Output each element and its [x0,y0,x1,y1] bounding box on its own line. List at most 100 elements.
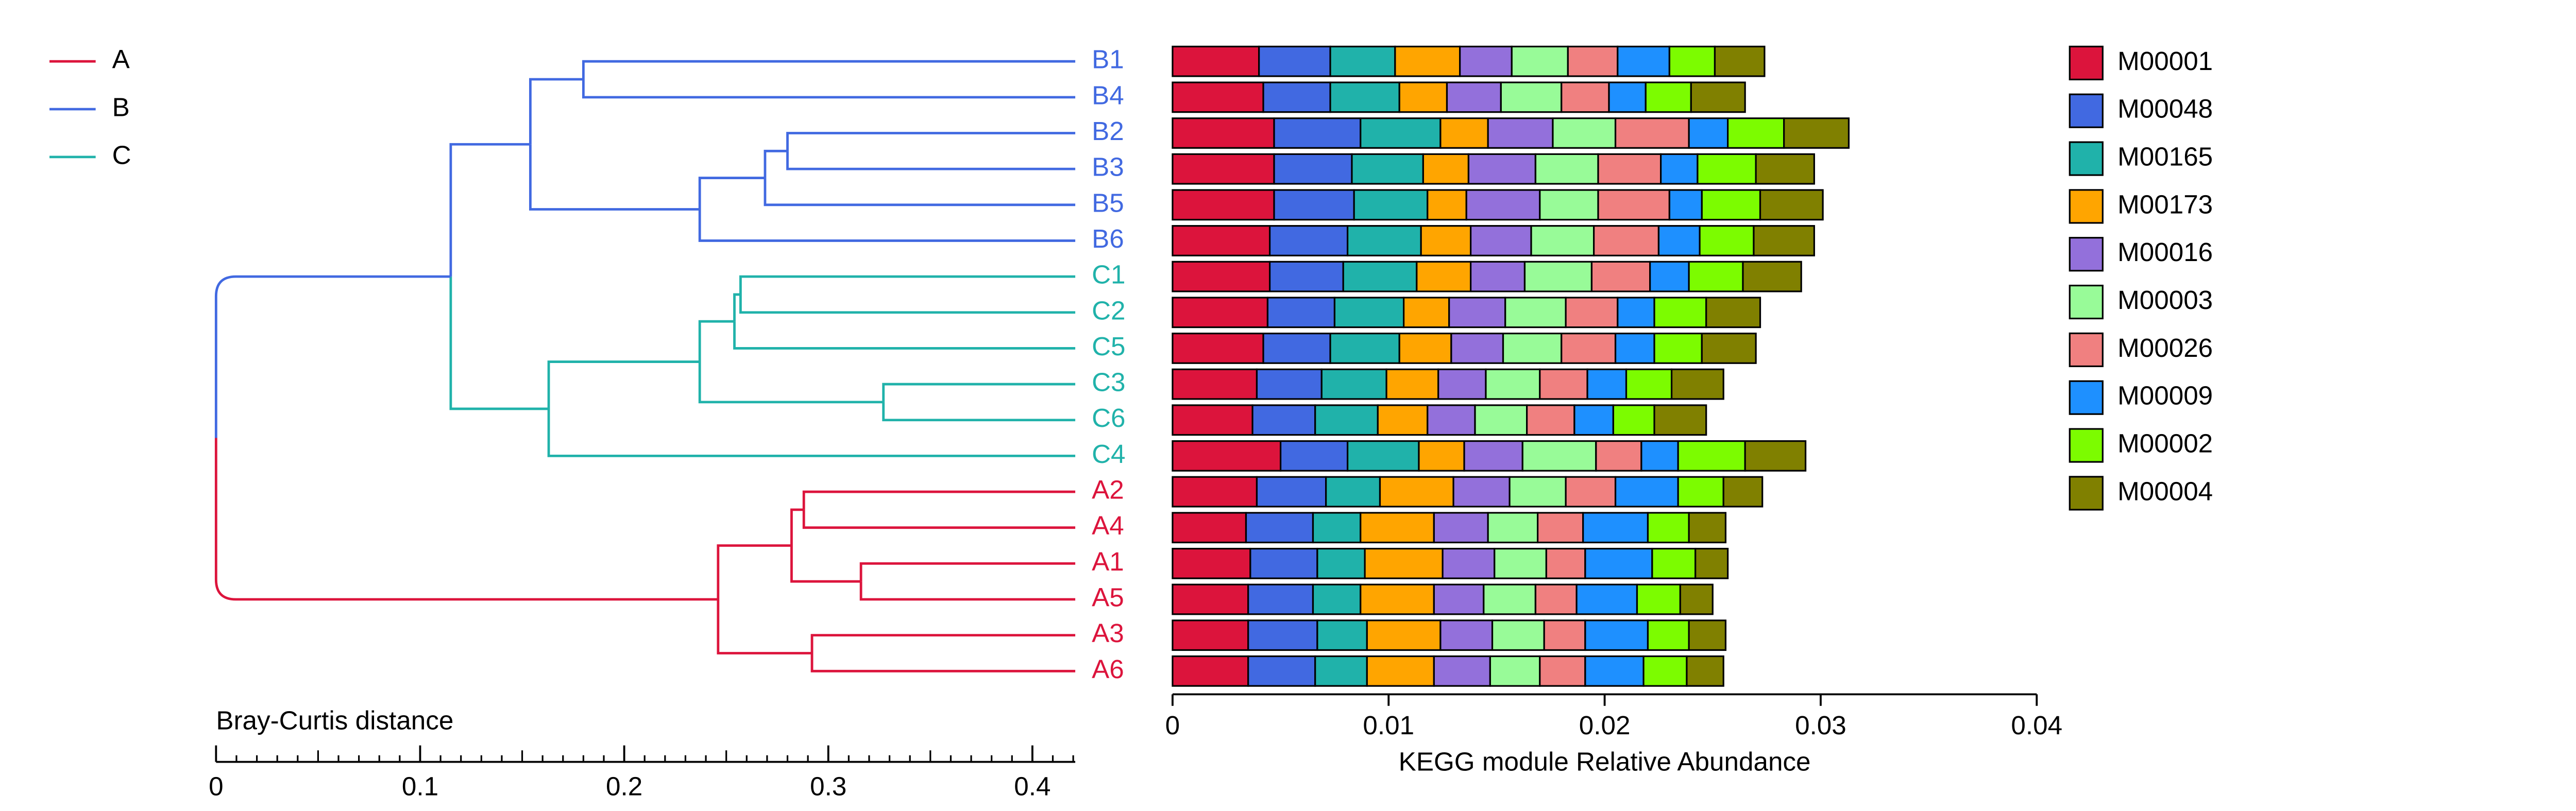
branch [859,562,1076,582]
branch [529,78,584,145]
bar-segment [1251,404,1316,436]
bar-segment [1172,476,1258,508]
bar-segment [1742,261,1802,292]
bar-segment [1597,189,1670,221]
bar-segment [1686,655,1724,687]
bar-segment [1446,81,1502,113]
branch [810,653,1076,672]
branch [739,294,1076,314]
bar-segment [1172,117,1275,149]
bar-segment [1467,153,1537,185]
bar-segment [1647,512,1690,544]
bar-segment [1172,333,1264,364]
bar-segment [1379,476,1454,508]
branch [764,149,788,178]
bar-segment [1688,619,1727,651]
bar-segment [1262,333,1331,364]
branch [449,143,531,277]
legend-label: M00173 [2117,189,2213,219]
bar-segment [1422,153,1470,185]
bar-segment [1625,368,1673,400]
bar-segment [1504,297,1567,329]
bar-segment [1448,297,1506,329]
legend-label: M00003 [2117,285,2213,315]
bar-segment [1427,404,1476,436]
bar-segment [1314,655,1368,687]
branch [698,209,1076,242]
bar-segment [1172,45,1260,77]
branch [882,383,1076,402]
bar-segment [1320,368,1387,400]
bar-segment [1670,368,1724,400]
bar-segment [1416,261,1472,292]
bar-segment [1688,117,1729,149]
bar-segment [1668,45,1716,77]
bar-segment [1172,404,1253,436]
bar-segment [1660,153,1699,185]
leaf-label: A1 [1092,547,1124,576]
bar-segment [1617,45,1670,77]
branch [698,177,765,210]
bar-segment [1612,404,1655,436]
bar-segment [1172,81,1264,113]
bar-segment [1262,81,1331,113]
legend-label: M00016 [2117,237,2213,267]
bar-segment [1172,619,1249,651]
legend-label: M00009 [2117,381,2213,410]
bar-segment [1273,153,1353,185]
bar-segment [1366,619,1442,651]
branch [739,275,1076,295]
bar-segment [1653,404,1707,436]
bar-segment [1744,440,1807,472]
branch [859,581,1076,601]
x-tick-label: 0 [1165,711,1180,740]
bar-segment [1465,189,1541,221]
bar-axis-title: KEGG module Relative Abundance [1399,747,1811,776]
branch [698,361,884,404]
bar-segment [1258,45,1331,77]
bar-segment [1329,333,1400,364]
bar-segment [1575,583,1638,615]
x-tick-label: 0.3 [810,771,846,801]
bar-segment [1590,261,1651,292]
bar-segment [1398,81,1448,113]
legend-label: M00002 [2117,429,2213,458]
legend-label: M00001 [2117,46,2213,76]
leaf-label: A6 [1092,654,1124,684]
x-tick-label: 0.1 [402,771,438,801]
bar-segment [1470,261,1526,292]
bar-segment [1677,476,1724,508]
bar-segment [1539,189,1599,221]
legend-label: M00004 [2117,476,2213,506]
x-tick-label: 0.01 [1363,711,1414,740]
bar-segment [1316,547,1366,579]
branch [449,277,549,410]
bar-segment [1645,81,1692,113]
leaf-label: B2 [1092,116,1124,146]
branch [582,60,1076,80]
branch [790,545,861,583]
bar-segment [1172,512,1247,544]
bar-segment [1360,117,1442,149]
leaf-label: B1 [1092,45,1124,74]
bar-segment [1256,368,1323,400]
bar-segment [1485,368,1541,400]
leaf-label: A3 [1092,618,1124,648]
bar-segment [1249,547,1318,579]
bar-segment [1614,333,1655,364]
bar-segment [1521,440,1597,472]
bar-segment [1487,117,1554,149]
branch [882,402,1076,422]
bar-segment [1636,583,1681,615]
legend-swatch [2069,45,2104,80]
bar-segment [1418,440,1465,472]
branch [717,544,792,600]
branch [786,132,1076,151]
bar-segment [1755,153,1815,185]
x-tick-label: 0.03 [1795,711,1846,740]
bar-segment [1530,225,1595,256]
bar-segment [1657,225,1701,256]
bar-segment [1433,583,1485,615]
